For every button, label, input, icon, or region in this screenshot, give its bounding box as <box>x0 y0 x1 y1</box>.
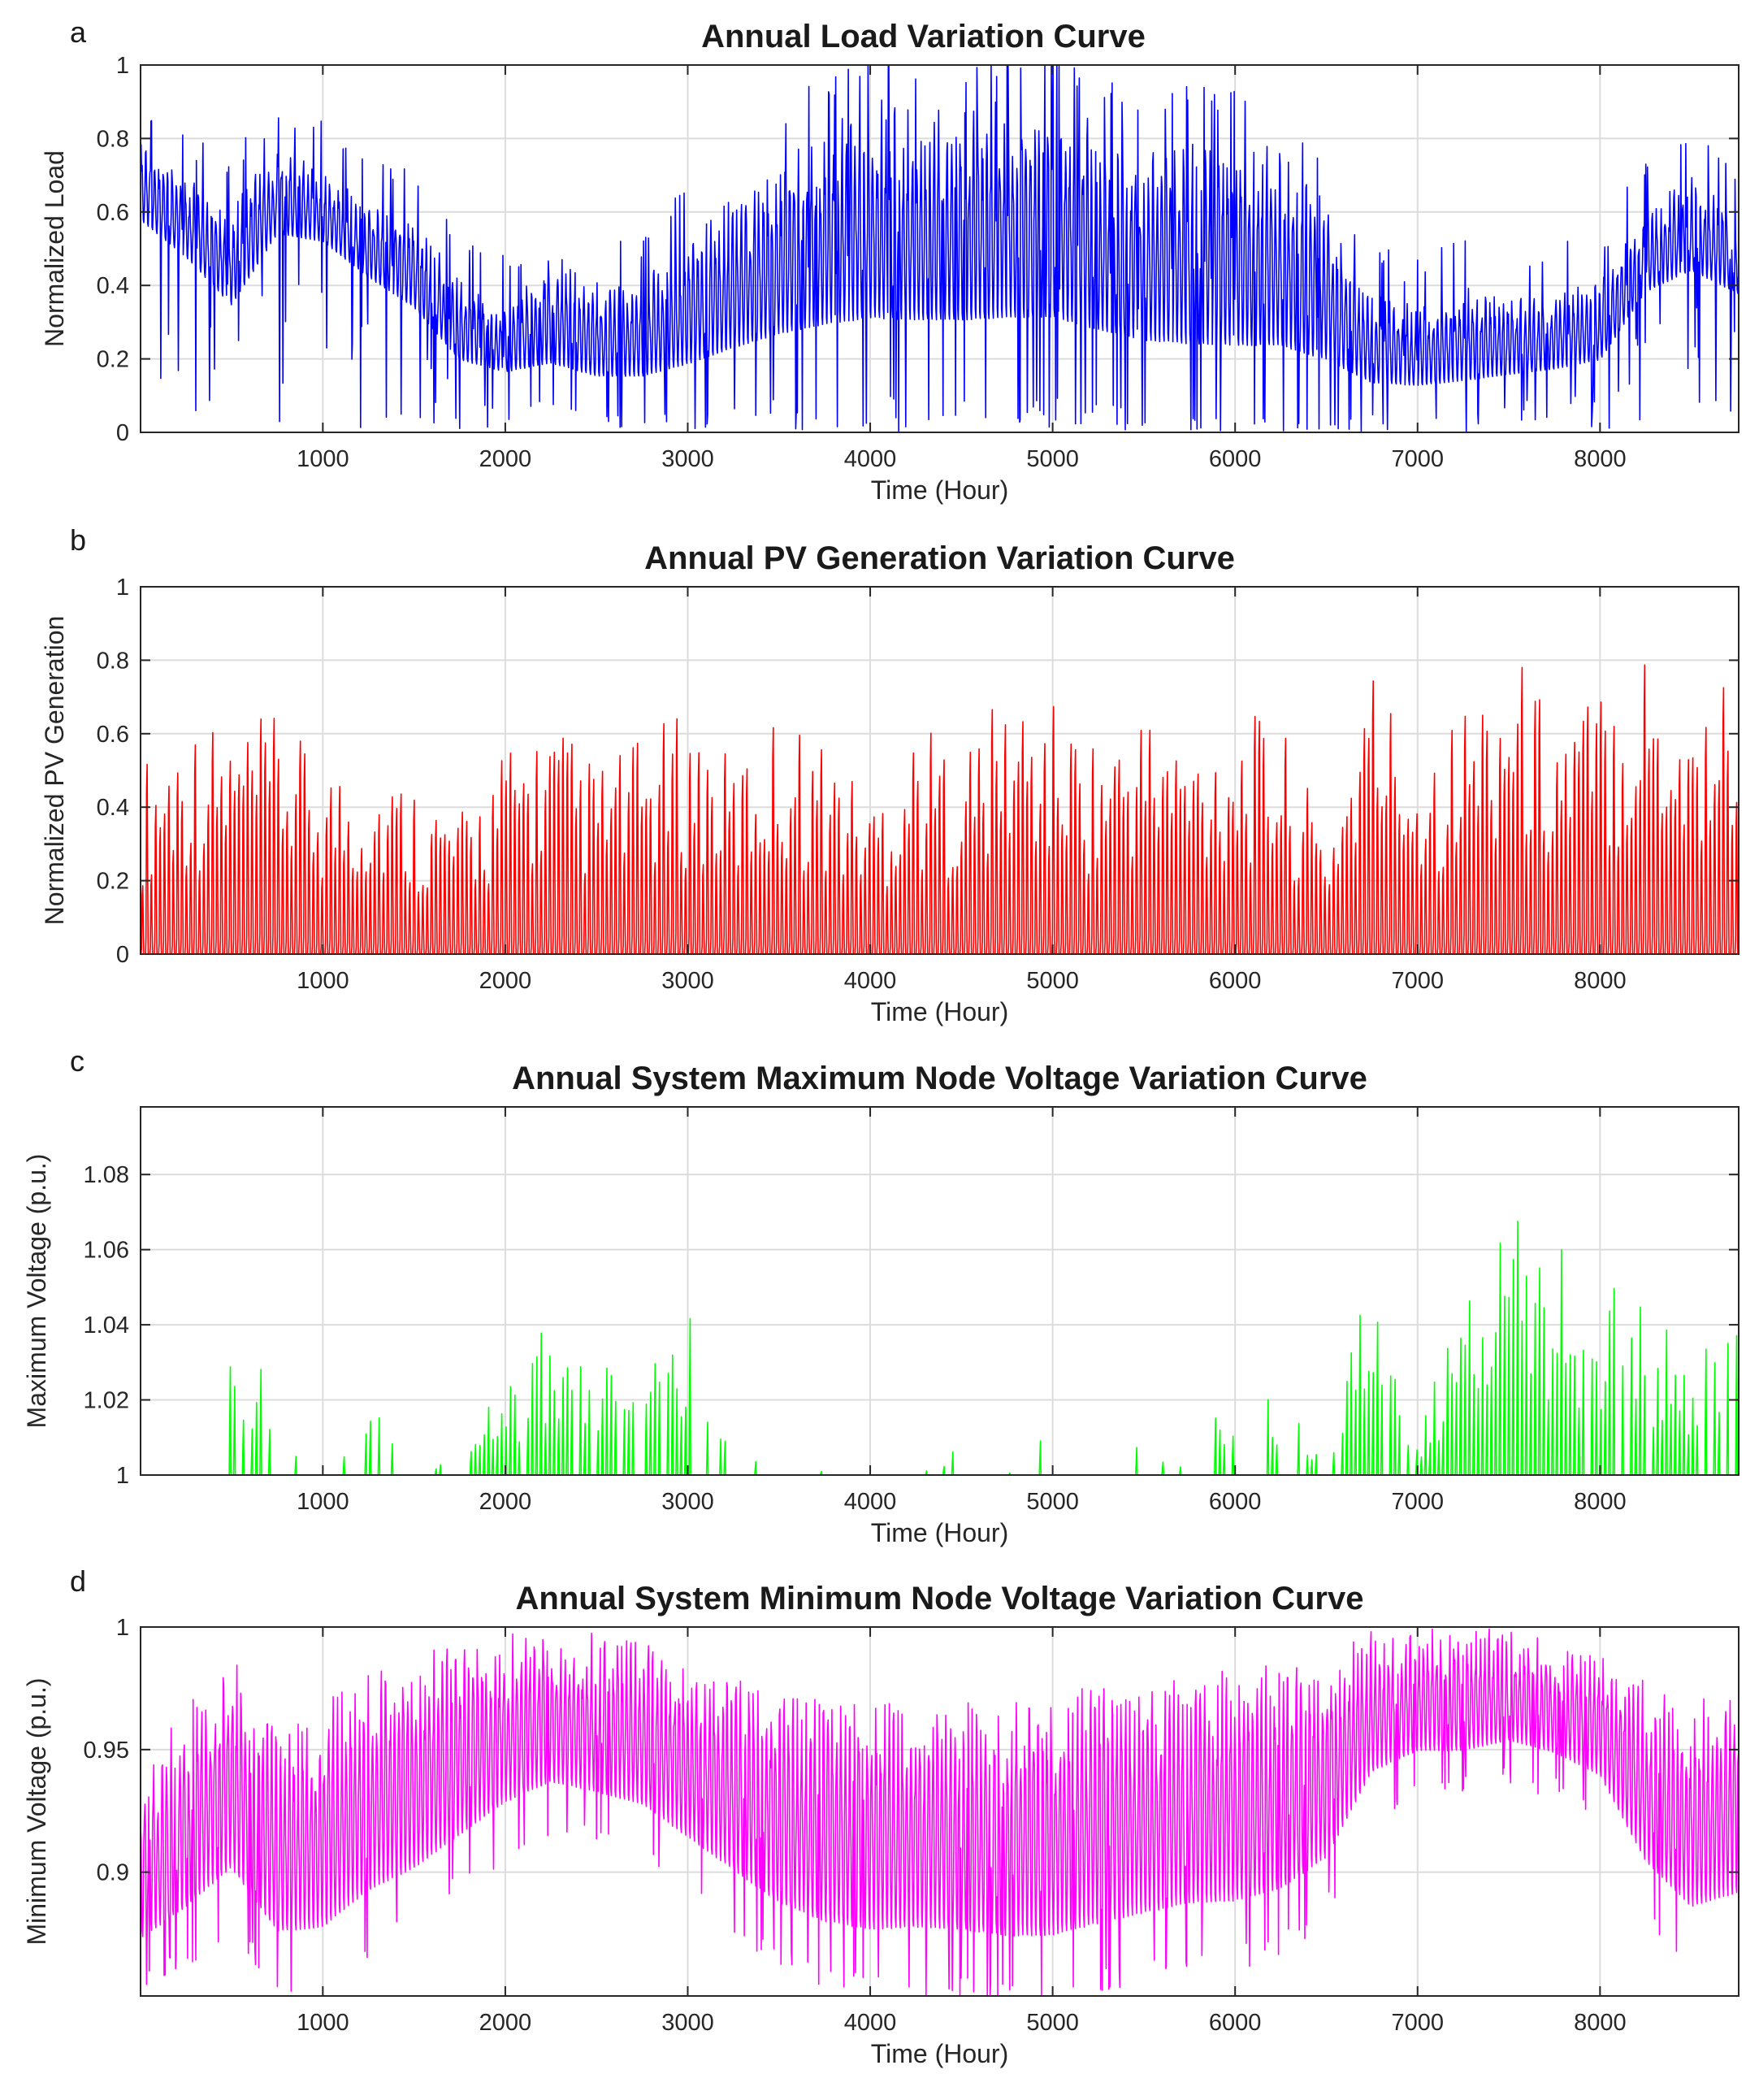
series-line-a <box>141 65 1739 432</box>
x-tick-label: 4000 <box>844 2010 897 2036</box>
x-tick-label: 3000 <box>661 2010 714 2036</box>
x-tick-label: 1000 <box>297 446 349 472</box>
x-tick-label: 5000 <box>1026 446 1079 472</box>
y-tick-label: 0.6 <box>97 722 129 748</box>
x-tick-label: 7000 <box>1392 446 1445 472</box>
y-tick-label: 1 <box>116 575 129 601</box>
chart-title-c: Annual System Maximum Node Voltage Varia… <box>512 1061 1367 1096</box>
y-axis-label-a: Normalized Load <box>40 150 69 347</box>
chart-title-b: Annual PV Generation Variation Curve <box>644 540 1235 576</box>
y-tick-label: 1 <box>116 53 129 79</box>
y-tick-label: 1.06 <box>84 1238 129 1264</box>
series-line-d <box>141 1628 1739 1996</box>
figure-panels: 1000 2000 3000 4000 5000 6000 7000 8000 0 0.2 0.4 0… <box>22 15 1740 2068</box>
x-tick-label: 2000 <box>479 968 532 994</box>
x-tick-label: 6000 <box>1209 968 1262 994</box>
y-tick-label: 0.8 <box>97 126 129 152</box>
x-tick-label: 3000 <box>661 968 714 994</box>
x-tick-label: 2000 <box>479 1489 532 1515</box>
x-tick-label: 1000 <box>297 1489 349 1515</box>
panel-letter-c: c <box>70 1044 84 1078</box>
y-tick-label: 0 <box>116 420 129 446</box>
x-tick-label: 1000 <box>297 968 349 994</box>
x-tick-label: 8000 <box>1574 446 1627 472</box>
y-tick-label: 1 <box>116 1615 129 1641</box>
x-tick-label: 5000 <box>1026 2010 1079 2036</box>
y-tick-label: 0.2 <box>97 869 129 895</box>
y-tick-label: 1.02 <box>84 1388 129 1414</box>
x-tick-label: 8000 <box>1574 1489 1627 1515</box>
x-tick-label: 4000 <box>844 1489 897 1515</box>
x-axis-label-b: Time (Hour) <box>871 997 1008 1026</box>
y-tick-label: 0.2 <box>97 347 129 373</box>
chart-panel-b: 1000 2000 3000 4000 5000 6000 7000 8000 0 0.2 0.4 0… <box>40 523 1740 1026</box>
plot-area-b <box>141 587 1739 954</box>
y-tick-label: 0.9 <box>97 1860 129 1886</box>
x-tick-label: 7000 <box>1392 2010 1445 2036</box>
chart-title-d: Annual System Minimum Node Voltage Varia… <box>516 1581 1364 1616</box>
x-tick-label: 5000 <box>1026 1489 1079 1515</box>
axes-box-a <box>140 64 1740 433</box>
x-tick-label: 6000 <box>1209 446 1262 472</box>
axes-box-c <box>140 1106 1740 1476</box>
y-axis-label-d: Minimum Voltage (p.u.) <box>22 1677 51 1945</box>
x-axis-label-d: Time (Hour) <box>871 2039 1008 2068</box>
y-tick-label: 1.04 <box>84 1312 129 1339</box>
x-tick-label: 6000 <box>1209 2010 1262 2036</box>
chart-panel-d: 1000 2000 3000 4000 5000 6000 7000 8000 0.9 0.95 1… <box>22 1564 1740 2068</box>
y-tick-label: 0.4 <box>97 795 129 821</box>
x-tick-label: 4000 <box>844 968 897 994</box>
x-tick-label: 8000 <box>1574 968 1627 994</box>
x-tick-label: 3000 <box>661 446 714 472</box>
panel-letter-a: a <box>70 15 87 49</box>
axes-box-b <box>140 586 1740 955</box>
x-tick-label: 4000 <box>844 446 897 472</box>
y-tick-label: 1 <box>116 1463 129 1489</box>
x-tick-label: 7000 <box>1392 968 1445 994</box>
x-tick-label: 8000 <box>1574 2010 1627 2036</box>
x-axis-label-a: Time (Hour) <box>871 475 1008 505</box>
chart-panel-c: 1000 2000 3000 4000 5000 6000 7000 8000 1 1.02 1.0… <box>22 1044 1740 1547</box>
x-tick-label: 6000 <box>1209 1489 1262 1515</box>
y-tick-label: 1.08 <box>84 1162 129 1188</box>
x-tick-label: 2000 <box>479 2010 532 2036</box>
chart-panel-a: 1000 2000 3000 4000 5000 6000 7000 8000 0 0.2 0.4 0… <box>40 15 1740 505</box>
x-tick-label: 3000 <box>661 1489 714 1515</box>
plot-area-c <box>141 1107 1739 1475</box>
panel-letter-b: b <box>70 523 86 557</box>
y-tick-label: 0 <box>116 942 129 968</box>
x-axis-label-c: Time (Hour) <box>871 1518 1008 1547</box>
y-axis-label-c: Maximum Voltage (p.u.) <box>22 1154 51 1429</box>
x-tick-label: 1000 <box>297 2010 349 2036</box>
y-tick-label: 0.6 <box>97 200 129 226</box>
y-tick-label: 0.8 <box>97 648 129 674</box>
y-axis-label-b: Normalized PV Generation <box>40 616 69 926</box>
x-tick-label: 2000 <box>479 446 532 472</box>
panel-letter-d: d <box>70 1564 86 1598</box>
x-tick-label: 7000 <box>1392 1489 1445 1515</box>
series-line-b <box>141 664 1739 954</box>
x-tick-label: 5000 <box>1026 968 1079 994</box>
axes-box-d <box>140 1626 1740 1997</box>
chart-title-a: Annual Load Variation Curve <box>701 19 1146 54</box>
y-tick-label: 0.4 <box>97 273 129 299</box>
y-tick-label: 0.95 <box>84 1738 129 1764</box>
